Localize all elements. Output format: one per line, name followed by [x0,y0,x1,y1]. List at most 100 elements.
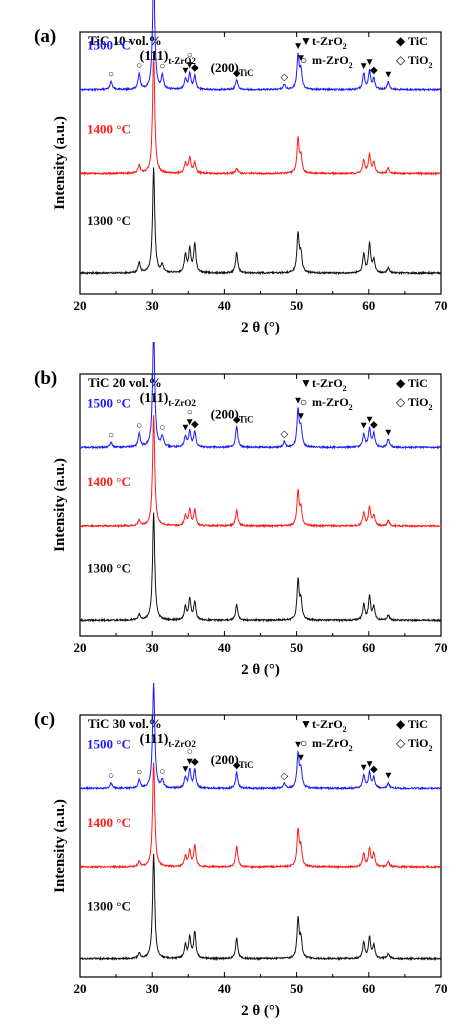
x-tick-label: 70 [435,640,448,655]
marker-m-zro2: ○ [136,60,142,71]
x-tick-label: 60 [362,981,375,996]
panel-label: (c) [34,709,55,730]
x-tick-label: 40 [218,981,231,996]
series-label: 1300 °C [87,213,131,228]
legend-symbol: ◇ [396,395,406,409]
x-tick-label: 20 [74,640,87,655]
x-axis-label: 2 θ (°) [241,320,280,336]
legend-symbol: ○ [300,736,307,750]
marker-m-zro2: ○ [187,407,193,418]
marker-tio2: ◇ [280,429,288,440]
marker-m-zro2: ○ [108,430,114,441]
marker-tic: ◆ [233,415,241,426]
legend-label: TiO2 [408,736,432,753]
chart-title: TiC 30 vol.% [88,716,162,731]
marker-t-zro2: ▼ [180,764,190,775]
marker-m-zro2: ○ [108,69,114,80]
legend-symbol: ◇ [396,53,406,67]
marker-t-zro2: ▼ [185,417,195,428]
marker-tic: ◆ [191,63,199,74]
marker-m-zro2: ○ [136,767,142,778]
marker-t-zro2: ▼ [365,759,375,770]
legend-label: t-ZrO2 [312,376,347,393]
marker-t-zro2: ▼ [180,423,190,434]
legend-label: t-ZrO2 [312,34,347,51]
marker-t-zro2: ▼ [383,427,393,438]
x-tick-label: 30 [146,640,159,655]
marker-tic: ◆ [370,420,378,431]
panel-b: (b) 20 30 40 50 60 70 2 θ (°) Intensity (a.u.) Ti… [0,342,466,683]
legend-label: TiO2 [408,53,432,70]
legend-label: TiC [408,717,428,731]
series-line [79,342,442,450]
panel-c: (c) 20 30 40 50 60 70 2 θ (°) Intensity (a.u.) Ti… [0,683,466,1024]
x-tick-label: 70 [435,981,448,996]
marker-t-zro2: ▼ [293,41,303,52]
marker-m-zro2: ○ [187,747,193,758]
legend-label: TiC [408,376,428,390]
marker-tic: ◆ [191,756,199,767]
legend-symbol: ○ [300,395,307,409]
legend-label: m-ZrO2 [312,53,353,70]
peak-label-111: (111)t-ZrO2 [140,391,197,408]
x-axis-label: 2 θ (°) [241,662,280,678]
marker-tio2: ◇ [280,72,288,83]
x-axis-label: 2 θ (°) [241,1003,280,1019]
legend-label: TiO2 [408,395,432,412]
series-line [79,683,442,791]
legend-symbol: ◆ [396,34,406,48]
legend-symbol: ○ [300,53,307,67]
x-tick-label: 50 [290,981,303,996]
series-label: 1400 °C [87,474,131,489]
series-line [79,167,442,276]
chart-svg: (a) 20 30 40 50 60 70 2 θ (°) Intensity (a.u.) Ti… [34,0,448,336]
legend-symbol: ▼ [300,717,312,731]
x-tick-label: 40 [218,640,231,655]
x-tick-label: 50 [290,298,303,313]
marker-tic: ◆ [233,760,241,771]
marker-t-zro2: ▼ [383,771,393,782]
legend-label: m-ZrO2 [312,736,353,753]
legend-symbol: ▼ [300,376,312,390]
x-tick-label: 20 [74,298,87,313]
series-line [79,0,442,93]
marker-t-zro2: ▼ [296,753,306,764]
x-tick-label: 60 [362,298,375,313]
x-tick-label: 20 [74,981,87,996]
legend-label: TiC [408,34,428,48]
plot-frame [79,373,442,637]
marker-t-zro2: ▼ [185,757,195,768]
marker-tic: ◆ [370,65,378,76]
marker-m-zro2: ○ [187,50,193,61]
marker-m-zro2: ○ [108,771,114,782]
series-line [79,762,442,870]
legend-symbol: ◆ [396,717,406,731]
marker-tio2: ◇ [280,771,288,782]
peak-label-111: (111)t-ZrO2 [140,732,197,749]
series-label: 1500 °C [87,736,131,751]
marker-m-zro2: ○ [136,421,142,432]
x-tick-label: 40 [218,298,231,313]
marker-t-zro2: ▼ [359,61,369,72]
x-tick-label: 60 [362,640,375,655]
marker-t-zro2: ▼ [359,421,369,432]
chart-title: TiC 20 vol.% [88,375,162,390]
marker-m-zro2: ○ [159,423,165,434]
legend-symbol: ◆ [396,376,406,390]
chart-svg: (b) 20 30 40 50 60 70 2 θ (°) Intensity (a.u.) Ti… [34,342,448,678]
legend-label: m-ZrO2 [312,395,353,412]
marker-t-zro2: ▼ [296,53,306,64]
marker-t-zro2: ▼ [383,69,393,80]
panel-a: (a) 20 30 40 50 60 70 2 θ (°) Intensity (a.u.) Ti… [0,0,466,341]
series-label: 1500 °C [87,38,131,53]
series-label: 1400 °C [87,815,131,830]
panel-label: (b) [34,368,57,389]
marker-t-zro2: ▼ [359,762,369,773]
legend-symbol: ◇ [396,736,406,750]
x-tick-label: 70 [435,298,448,313]
marker-t-zro2: ▼ [185,60,195,71]
marker-tic: ◆ [370,764,378,775]
chart-title: TiC 10 vol.% [88,33,162,48]
marker-t-zro2: ▼ [180,66,190,77]
series-label: 1400 °C [87,121,131,136]
